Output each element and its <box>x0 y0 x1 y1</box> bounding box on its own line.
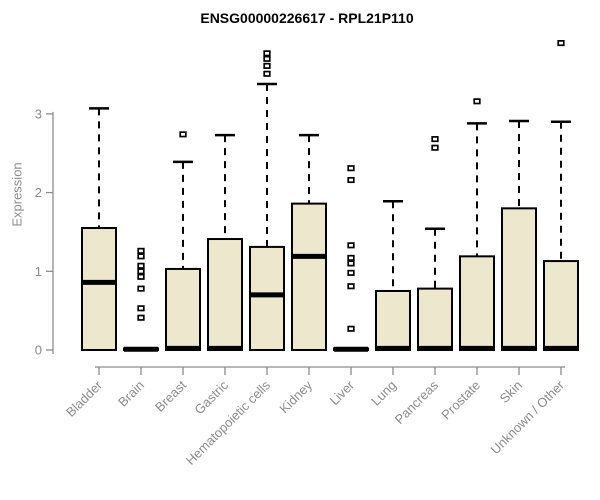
box-hematopoietic-cells <box>249 50 285 351</box>
x-tick-label: Pancreas <box>392 377 442 427</box>
outlier-point <box>347 254 355 261</box>
x-tick-label: Brain <box>115 378 147 410</box>
y-axis-title: Expression <box>9 162 25 227</box>
x-tick-label: Prostate <box>438 378 483 423</box>
outlier-point <box>137 253 145 260</box>
x-tick-label: Skin <box>497 378 525 406</box>
y-tick-label: 1 <box>35 264 42 279</box>
outlier-point <box>347 283 355 290</box>
outlier-point <box>137 262 145 269</box>
outlier-point <box>473 98 481 105</box>
box-prostate <box>459 98 495 351</box>
outlier-point <box>263 70 271 77</box>
x-tick-label: Kidney <box>276 377 315 416</box>
iqr-box <box>165 267 201 351</box>
outlier-point <box>431 136 439 143</box>
box-unknown-other <box>543 40 579 351</box>
iqr-box <box>291 202 327 351</box>
y-tick-label: 3 <box>35 106 42 121</box>
outlier-point <box>347 325 355 332</box>
box-bladder <box>81 107 117 351</box>
outlier-point <box>263 55 271 62</box>
y-tick-label: 2 <box>35 185 42 200</box>
box-skin <box>501 119 537 351</box>
box-liver <box>333 165 369 352</box>
outlier-point <box>179 131 187 138</box>
box-pancreas <box>417 136 453 352</box>
box-kidney <box>291 133 327 351</box>
outlier-point <box>137 305 145 312</box>
outlier-point <box>347 165 355 172</box>
outlier-point <box>347 260 355 267</box>
box-breast <box>165 131 201 351</box>
iqr-box <box>543 260 579 351</box>
outlier-point <box>263 62 271 69</box>
x-tick-label: Bladder <box>63 377 106 420</box>
y-tick-label: 0 <box>35 343 42 358</box>
x-tick-label: Lung <box>368 378 399 409</box>
outlier-point <box>137 268 145 275</box>
outlier-point <box>137 273 145 280</box>
outlier-point <box>347 176 355 184</box>
x-tick-label: Unknown / Other <box>488 377 568 457</box>
iqr-box <box>249 245 285 351</box>
outlier-point <box>431 144 439 151</box>
iqr-box <box>417 287 453 352</box>
iqr-box <box>501 207 537 351</box>
chart-title: ENSG00000226617 - RPL21P110 <box>200 10 414 26</box>
box-lung <box>375 200 411 352</box>
x-tick-label: Gastric <box>191 377 231 417</box>
outlier-point <box>263 50 271 57</box>
box-gastric <box>207 133 243 352</box>
iqr-box <box>207 238 243 352</box>
outlier-point <box>137 285 145 292</box>
iqr-box <box>81 227 117 351</box>
outlier-point <box>347 269 355 276</box>
box-brain <box>123 247 159 352</box>
outlier-point <box>557 40 565 47</box>
iqr-box <box>459 255 495 351</box>
outlier-point <box>347 242 355 249</box>
x-tick-label: Liver <box>327 377 358 408</box>
outlier-point <box>137 247 145 254</box>
iqr-box <box>375 289 411 352</box>
outlier-point <box>137 314 145 321</box>
x-tick-label: Breast <box>152 377 189 414</box>
